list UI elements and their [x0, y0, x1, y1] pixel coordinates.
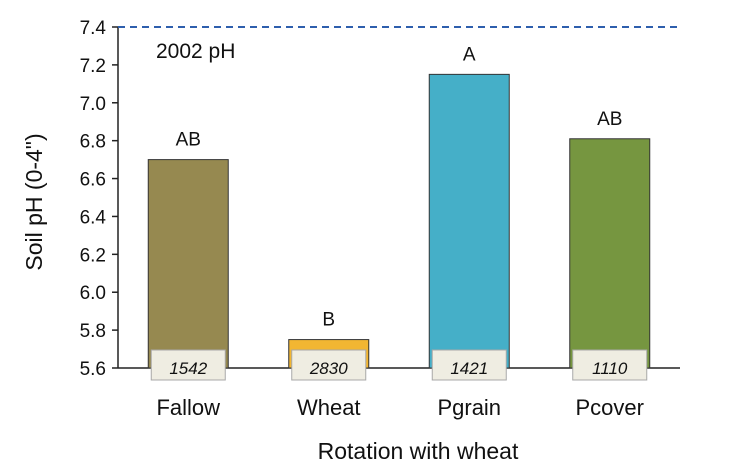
y-tick-label: 5.8	[80, 321, 106, 342]
significance-letter: AB	[176, 130, 201, 151]
bar-pgrain	[428, 73, 510, 369]
y-tick-label: 7.2	[80, 56, 106, 77]
significance-letter: B	[322, 310, 335, 331]
x-axis-title: Rotation with wheat	[318, 438, 519, 464]
y-axis-title: Soil pH (0-4")	[21, 133, 47, 270]
y-tick-label: 7.4	[80, 18, 107, 39]
reference-line-label: 2002 pH	[156, 40, 235, 63]
y-tick-label: 5.6	[80, 359, 106, 380]
y-tick-label: 6.6	[80, 170, 106, 191]
x-category-label: Pcover	[576, 395, 644, 420]
count-box	[572, 349, 648, 381]
y-tick-label: 6.8	[80, 132, 106, 153]
y-tick-label: 6.2	[80, 245, 106, 266]
count-box	[431, 349, 507, 381]
x-category-label: Pgrain	[437, 395, 501, 420]
bar-pcover	[569, 138, 651, 369]
y-tick-label: 6.4	[80, 207, 107, 228]
y-tick-label: 6.0	[80, 283, 106, 304]
count-label: 2830	[309, 359, 348, 378]
count-label: 1110	[592, 359, 628, 378]
significance-letter: AB	[597, 109, 622, 130]
x-category-label: Fallow	[156, 395, 220, 420]
significance-letter: A	[463, 44, 476, 65]
count-box	[291, 349, 367, 381]
count-box	[150, 349, 226, 381]
y-axis: 5.6 5.8 6.0 6.2 6.4 6.6 6.8 7.0 7.2 7.4	[80, 18, 119, 380]
x-category-label: Wheat	[297, 395, 361, 420]
count-label: 1421	[450, 359, 488, 378]
bar-fallow	[147, 159, 229, 369]
bars: 1542 AB 2830 B 1421 A 1110 AB	[147, 44, 651, 381]
y-tick-label: 7.0	[80, 94, 106, 115]
reference-line-group: 2002 pH	[118, 26, 680, 63]
count-label: 1542	[169, 359, 207, 378]
